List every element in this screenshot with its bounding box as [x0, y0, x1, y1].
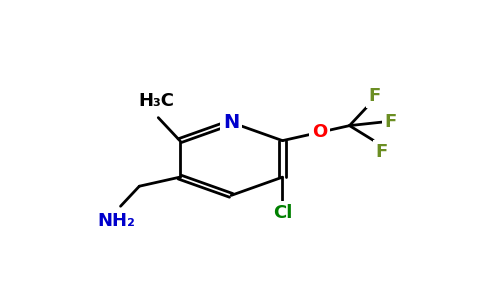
Text: N: N	[223, 113, 239, 132]
Text: F: F	[375, 142, 388, 160]
Text: NH₂: NH₂	[98, 212, 136, 230]
Text: Cl: Cl	[273, 204, 292, 222]
Text: H₃C: H₃C	[138, 92, 174, 110]
Text: F: F	[385, 113, 397, 131]
Text: O: O	[312, 123, 327, 141]
Text: F: F	[368, 87, 380, 105]
